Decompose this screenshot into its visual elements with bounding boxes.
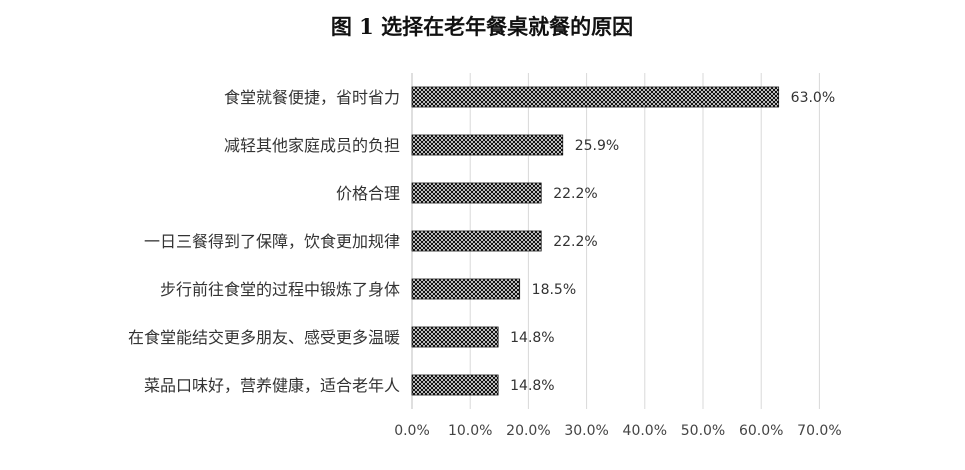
bar — [411, 134, 564, 156]
x-tick-label: 60.0% — [739, 423, 783, 439]
category-label: 食堂就餐便捷，省时省力 — [224, 88, 400, 107]
x-tick-label: 40.0% — [623, 423, 667, 439]
x-tick-label: 70.0% — [797, 423, 841, 439]
bar — [411, 374, 499, 396]
data-label: 18.5% — [532, 282, 576, 298]
data-label: 14.8% — [510, 330, 554, 346]
data-label: 22.2% — [553, 186, 597, 202]
bar — [411, 230, 542, 252]
bars — [411, 86, 780, 396]
bar — [411, 182, 542, 204]
bar — [411, 278, 521, 300]
category-label: 价格合理 — [336, 184, 400, 203]
category-labels: 食堂就餐便捷，省时省力减轻其他家庭成员的负担价格合理一日三餐得到了保障，饮食更加… — [128, 88, 400, 395]
data-label: 14.8% — [510, 378, 554, 394]
category-label: 菜品口味好，营养健康，适合老年人 — [144, 376, 400, 395]
bar — [411, 86, 780, 108]
category-label: 一日三餐得到了保障，饮食更加规律 — [144, 232, 400, 251]
category-label: 在食堂能结交更多朋友、感受更多温暖 — [128, 328, 400, 347]
data-label: 25.9% — [575, 138, 619, 154]
x-tick-label: 20.0% — [506, 423, 550, 439]
x-tick-label: 0.0% — [394, 423, 430, 439]
x-axis-ticks: 0.0% 10.0% 20.0% 30.0% 40.0% 50.0% 60.0% 70.0% — [394, 423, 841, 439]
x-tick-label: 50.0% — [681, 423, 725, 439]
data-label: 63.0% — [791, 90, 835, 106]
data-label: 22.2% — [553, 234, 597, 250]
x-tick-label: 10.0% — [448, 423, 492, 439]
x-tick-label: 30.0% — [564, 423, 608, 439]
gridlines — [411, 73, 820, 409]
chart-title: 图 1 选择在老年餐桌就餐的原因 — [331, 14, 633, 39]
bar — [411, 326, 499, 348]
data-labels: 63.0% 25.9% 22.2% 22.2% 18.5% 14.8% 14.8% — [510, 90, 835, 394]
category-label: 减轻其他家庭成员的负担 — [224, 136, 400, 155]
category-label: 步行前往食堂的过程中锻炼了身体 — [160, 280, 400, 299]
